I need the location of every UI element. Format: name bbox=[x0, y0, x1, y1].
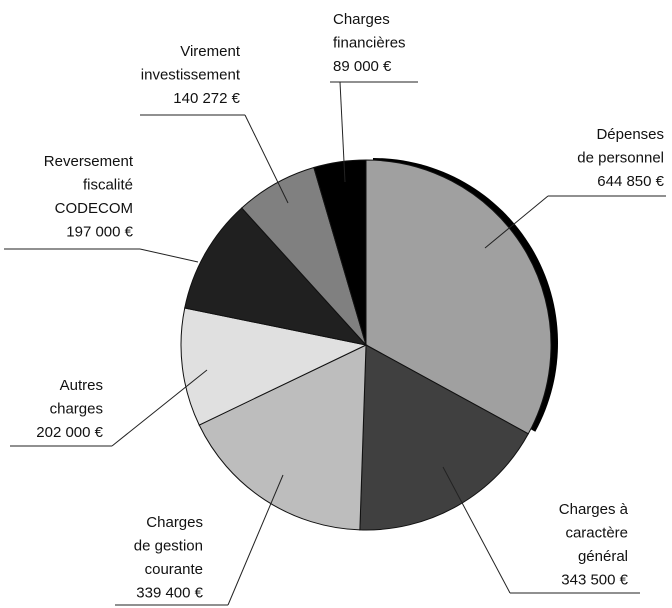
leader-line bbox=[339, 81, 346, 183]
slice bbox=[184, 207, 368, 346]
slice-label: charges bbox=[50, 400, 103, 417]
slice-label: Charges bbox=[146, 514, 203, 531]
slice-label: Virement bbox=[180, 43, 241, 60]
leader-line bbox=[442, 466, 511, 594]
value-label: 89 000 € bbox=[333, 58, 392, 75]
slice bbox=[313, 159, 367, 346]
slice-label: Dépenses bbox=[596, 126, 664, 143]
value-label: 343 500 € bbox=[561, 571, 628, 588]
slice-label: Autres bbox=[60, 377, 103, 394]
value-label: 140 272 € bbox=[173, 90, 240, 107]
value-label: 644 850 € bbox=[597, 173, 664, 190]
slice-label: CODECOM bbox=[55, 200, 133, 217]
slice bbox=[365, 159, 552, 435]
leader-line bbox=[484, 195, 549, 249]
slice-label: de personnel bbox=[577, 149, 664, 166]
slice-label: caractère bbox=[565, 524, 628, 541]
slice-label: Reversement bbox=[44, 153, 134, 170]
slice-label: courante bbox=[145, 561, 203, 578]
slice bbox=[180, 307, 368, 426]
leader-line bbox=[227, 474, 284, 606]
value-label: 197 000 € bbox=[66, 223, 133, 240]
value-label: 339 400 € bbox=[136, 584, 203, 601]
slice-label: fiscalité bbox=[83, 176, 133, 193]
slice bbox=[359, 344, 529, 531]
slice-label: général bbox=[578, 548, 628, 565]
slice bbox=[198, 344, 367, 531]
leader-line bbox=[244, 114, 289, 204]
slice-label: Charges bbox=[333, 11, 390, 28]
leader-line bbox=[111, 369, 208, 447]
leader-line bbox=[139, 248, 199, 263]
slice-label: de gestion bbox=[134, 537, 203, 554]
slice-label: Charges à bbox=[559, 501, 629, 518]
slice-label: financières bbox=[333, 34, 406, 51]
value-label: 202 000 € bbox=[36, 424, 103, 441]
slice-label: investissement bbox=[141, 66, 241, 83]
